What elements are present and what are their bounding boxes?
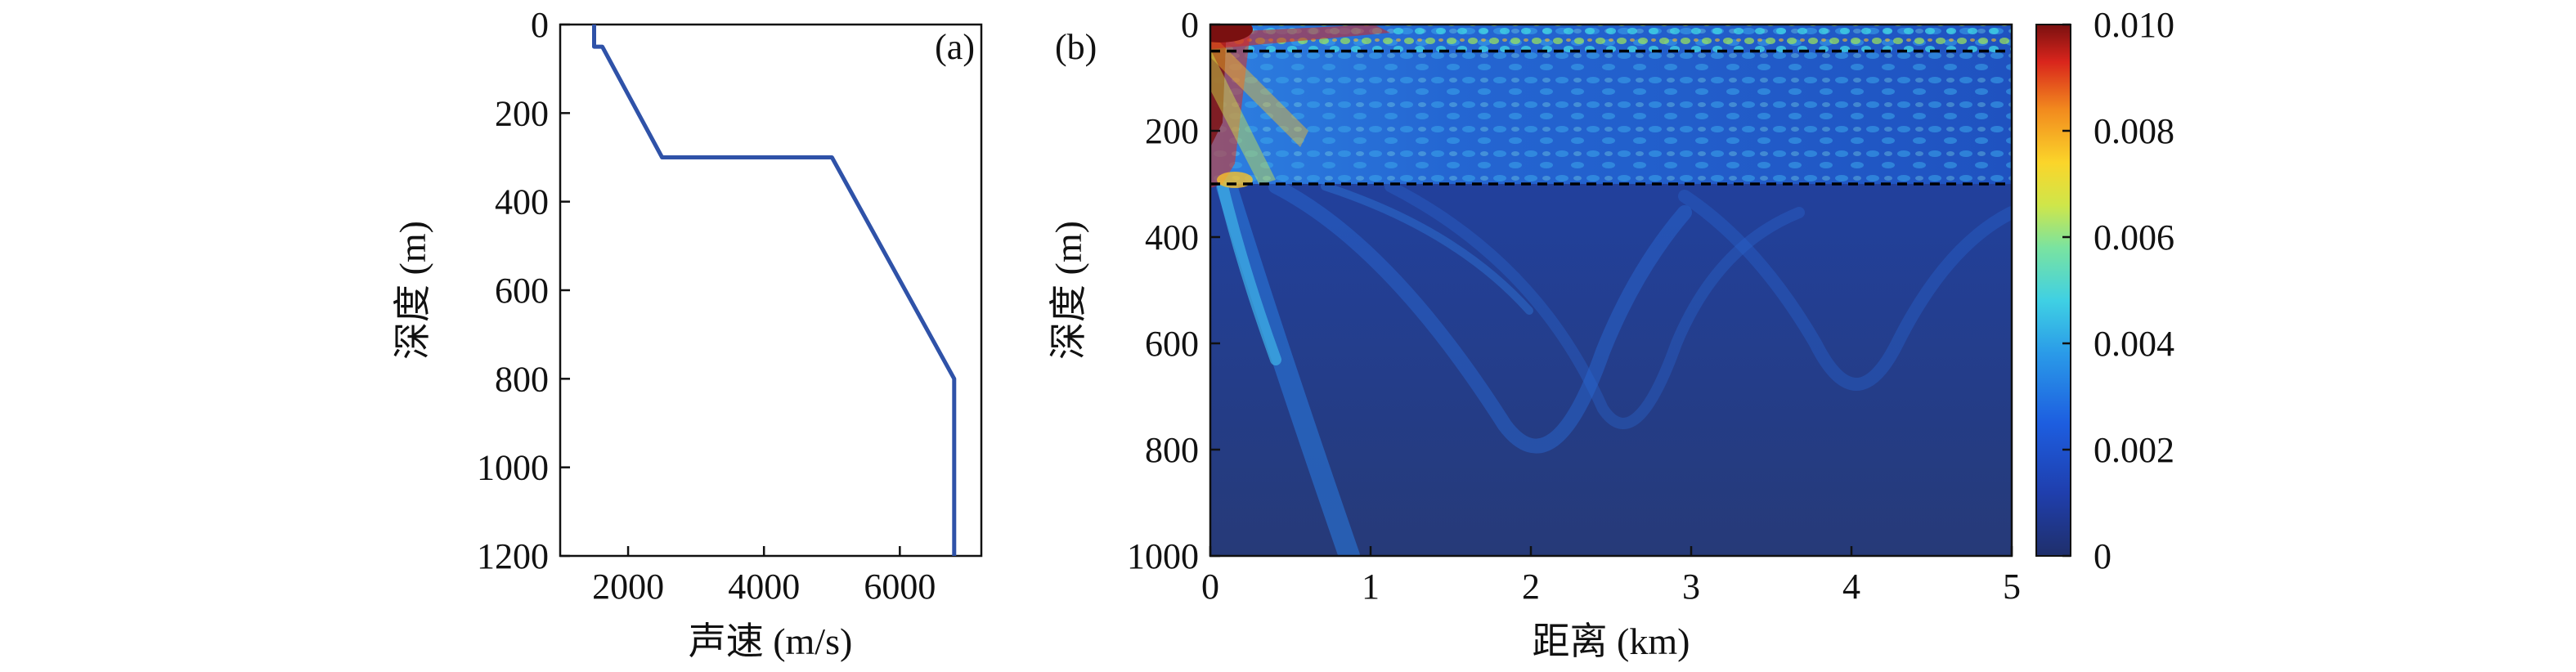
colorbar-tick-label: 0: [2094, 536, 2112, 576]
panel-a-x-tick-label: 4000: [728, 567, 800, 607]
heatmap-source-region: [1210, 25, 1390, 188]
panel-a-y-tick-label: 400: [495, 182, 549, 222]
panel-b-y-tick-label: 600: [1145, 324, 1199, 364]
panel-b-y-tick-label: 200: [1145, 111, 1199, 151]
heatmap-deep-beams: [1216, 176, 2012, 556]
panel-a-y-tick-label: 200: [495, 93, 549, 133]
panel-b-y-ticks: 0 200 400 600 800 1000: [1127, 5, 1220, 576]
colorbar-tick-label: 0.002: [2094, 430, 2174, 470]
colorbar-gradient: [2035, 24, 2071, 557]
panel-b-y-axis-label: 深度 (m): [1048, 221, 1089, 360]
panel-a-y-tick-label: 0: [531, 5, 549, 45]
sound-field-heatmap: [1210, 25, 2012, 556]
panel-b-y-tick-label: 800: [1145, 430, 1199, 470]
panel-a-x-tick-label: 6000: [864, 567, 936, 607]
panel-b-tag: (b): [1055, 27, 1097, 67]
panel-b-frame: [1209, 23, 2013, 558]
panel-a-y-tick-label: 1200: [477, 536, 549, 576]
colorbar: 0 0.002 0.004 0.006 0.008 0.010: [2035, 5, 2174, 576]
colorbar-tick-label: 0.006: [2094, 217, 2174, 258]
panel-a-y-ticks: 0 200 400 600 800 1000 1200: [477, 5, 570, 576]
panel-b-x-tick-label: 5: [2003, 567, 2021, 607]
panel-b-y-tick-label: 0: [1181, 5, 1199, 45]
panel-a-y-tick-label: 600: [495, 271, 549, 311]
panel-b-x-tick-label: 3: [1682, 567, 1700, 607]
panel-b: 0 1 2 3 4 5 0 200 400 600 800 1000 (b) 距离 (km) 深度 …: [1048, 5, 2174, 662]
panel-a-y-axis-label: 深度 (m): [392, 221, 433, 360]
sound-speed-profile-line: [592, 25, 957, 556]
panel-b-x-tick-label: 1: [1362, 567, 1380, 607]
colorbar-tick-label: 0.008: [2094, 111, 2174, 151]
panel-a-y-tick-label: 1000: [477, 448, 549, 488]
panel-a-y-tick-label: 800: [495, 359, 549, 399]
panel-a: 2000 4000 6000 0 200 400 600 800 1000 1200 (a) 声…: [392, 5, 983, 662]
colorbar-tick-label: 0.010: [2094, 5, 2174, 45]
panel-b-x-tick-label: 2: [1522, 567, 1540, 607]
panel-b-x-tick-label: 4: [1842, 567, 1860, 607]
panel-b-x-ticks: 0 1 2 3 4 5: [1201, 546, 2021, 607]
colorbar-tick-label: 0.004: [2094, 324, 2174, 364]
panel-b-x-tick-label: 0: [1201, 567, 1219, 607]
panel-b-x-axis-label: 距离 (km): [1533, 620, 1690, 662]
colorbar-ticks: 0 0.002 0.004 0.006 0.008 0.010: [2062, 5, 2174, 576]
panel-b-y-tick-label: 400: [1145, 217, 1199, 258]
panel-a-x-ticks: 2000 4000 6000: [592, 546, 936, 607]
panel-a-x-axis-label: 声速 (m/s): [689, 620, 853, 662]
panel-a-x-tick-label: 2000: [592, 567, 664, 607]
panel-a-frame: [559, 23, 983, 558]
panel-b-y-tick-label: 1000: [1127, 536, 1199, 576]
panel-a-tag: (a): [935, 27, 975, 67]
